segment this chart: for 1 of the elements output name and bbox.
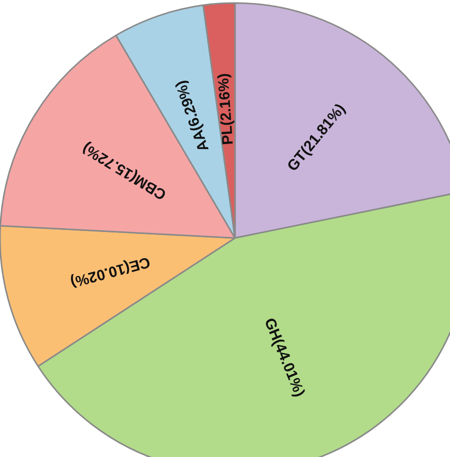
slice-label: PL(2.16%) [214,72,237,146]
